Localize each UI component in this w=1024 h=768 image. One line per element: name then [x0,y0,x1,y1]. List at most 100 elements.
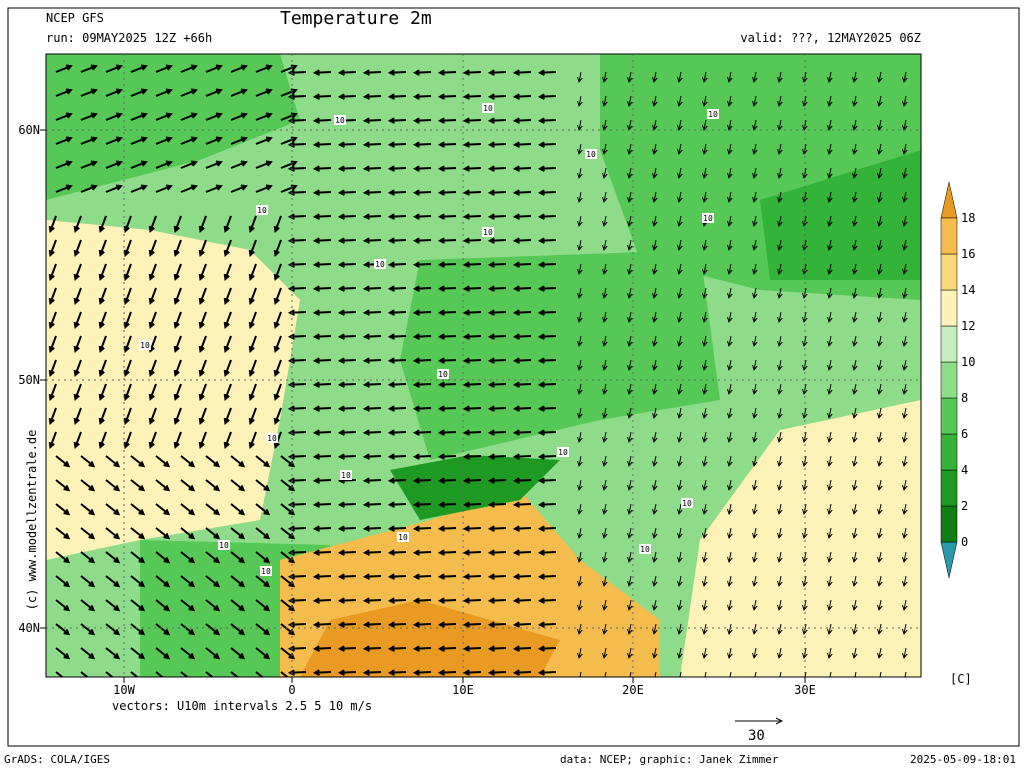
wind-arrow [627,623,633,635]
valid: valid: ???, 12MAY2025 06Z [740,31,921,45]
wind-arrow [602,335,608,347]
wind-arrow [48,287,57,305]
wind-arrow [48,263,57,281]
wind-arrow [248,335,257,353]
wind-arrow [537,669,557,676]
wind-arrow [777,143,783,155]
wind-arrow [123,311,132,329]
plot-border [45,53,922,678]
wind-arrow [48,383,57,401]
wind-arrow [827,623,833,635]
wind-arrow [877,455,883,467]
frame [7,7,1020,747]
contour-label: 10 [586,150,596,159]
wind-arrow [73,287,82,305]
wind-arrow [727,263,733,275]
wind-arrow [462,549,482,556]
wind-arrow [702,455,708,467]
colorbar-label: 8 [961,391,968,405]
wind-arrow [180,623,196,636]
wind-arrow [537,237,557,244]
wind-arrow [462,477,482,484]
wind-arrow [852,95,858,107]
wind-arrow [312,285,332,292]
wind-arrow [230,64,248,73]
contour-label-box [557,447,569,457]
wind-arrow [205,455,221,468]
wind-arrow [752,527,758,539]
wind-arrow [230,503,246,516]
wind-arrow [727,479,733,491]
contour-label: 10 [558,448,568,457]
wind-arrow [877,311,883,323]
wind-arrow [462,93,482,100]
wind-arrow [702,431,708,443]
wind-arrow [337,333,357,340]
wind-arrow [412,453,432,460]
wind-arrow [105,88,123,97]
wind-arrow [602,143,608,155]
wind-arrow [180,136,198,145]
colorbar-bin [940,505,958,543]
wind-arrow [412,381,432,388]
wind-arrow [287,477,307,484]
wind-arrow [412,165,432,172]
wind-arrow [412,621,432,628]
wind-arrow [652,407,658,419]
wind-arrow [337,189,357,196]
wind-arrow [652,431,658,443]
wind-arrow [627,431,633,443]
wind-arrow [230,136,248,145]
contour-label-box [374,259,386,269]
wind-arrow [173,359,182,377]
wind-arrow [802,335,808,347]
wind-arrow [312,405,332,412]
wind-arrow [777,527,783,539]
wind-arrow [537,405,557,412]
wind-arrow [80,184,98,193]
wind-arrow [577,71,583,83]
wind-arrow [223,311,232,329]
wind-arrow [877,335,883,347]
wind-arrow [512,525,532,532]
wind-arrow [98,311,107,329]
wind-arrow [827,335,833,347]
wind-arrow [752,359,758,371]
wind-arrow [827,575,833,587]
wind-arrow [677,575,683,587]
wind-arrow [155,64,173,73]
contour-label-box [437,369,449,379]
wind-arrow [180,479,196,492]
wind-arrow [627,359,633,371]
wind-arrow [652,311,658,323]
wind-arrow [180,455,196,468]
wind-arrow [387,549,407,556]
wind-arrow [512,237,532,244]
wind-arrow [155,575,171,588]
wind-arrow [627,527,633,539]
wind-arrow [827,191,833,203]
wind-arrow [487,453,507,460]
wind-arrow [677,383,683,395]
wind-arrow [577,263,583,275]
wind-arrow [412,525,432,532]
contour-label-box [482,227,494,237]
contour-label-box [702,213,714,223]
wind-arrow [387,525,407,532]
contour-label: 10 [257,206,267,215]
wind-arrow [55,623,71,636]
wind-arrow [73,407,82,425]
wind-arrow [677,599,683,611]
wind-arrow [198,383,207,401]
wind-arrow [130,623,146,636]
wind-arrow [255,623,271,636]
wind-arrow [487,525,507,532]
wind-arrow [148,431,157,449]
wind-arrow [130,647,146,660]
wind-arrow [205,112,223,121]
wind-arrow [337,597,357,604]
wind-arrow [577,479,583,491]
wind-arrow [462,381,482,388]
wind-arrow [105,112,123,121]
wind-arrow [512,405,532,412]
